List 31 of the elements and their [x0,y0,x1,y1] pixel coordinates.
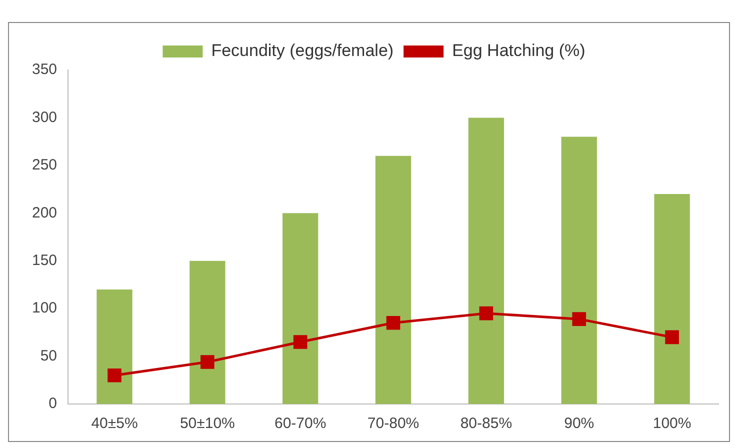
y-tick-label: 300 [32,108,58,126]
y-tick-label: 350 [32,61,58,78]
legend-label: Egg Hatching (%) [452,41,586,60]
bar [96,289,132,404]
legend-label: Fecundity (eggs/female) [211,41,394,60]
bar [654,194,690,404]
point [665,330,679,344]
point [479,306,494,320]
y-tick-label: 200 [32,204,58,222]
y-tick-label: 150 [32,252,58,269]
bar [190,260,226,404]
point [108,368,122,382]
y-tick-label: 250 [32,156,58,174]
point [293,335,308,349]
bar [375,156,412,404]
y-tick-label: 100 [32,300,58,317]
bar [561,136,597,404]
y-tick-label: 0 [48,395,58,412]
bar [468,118,504,404]
x-tick-label: 60-70% [274,415,326,432]
x-tick-label: 40±5% [91,415,138,432]
x-tick-label: 50±10% [180,415,235,432]
point [386,316,400,330]
x-tick-label: 90% [564,415,594,432]
x-tick-label: 70-80% [367,415,420,432]
bar [282,213,318,404]
point [200,355,214,369]
x-tick-label: 80-85% [460,415,512,432]
x-tick-label: 100% [652,415,692,432]
y-tick-label: 50 [40,347,58,364]
point [572,312,586,326]
